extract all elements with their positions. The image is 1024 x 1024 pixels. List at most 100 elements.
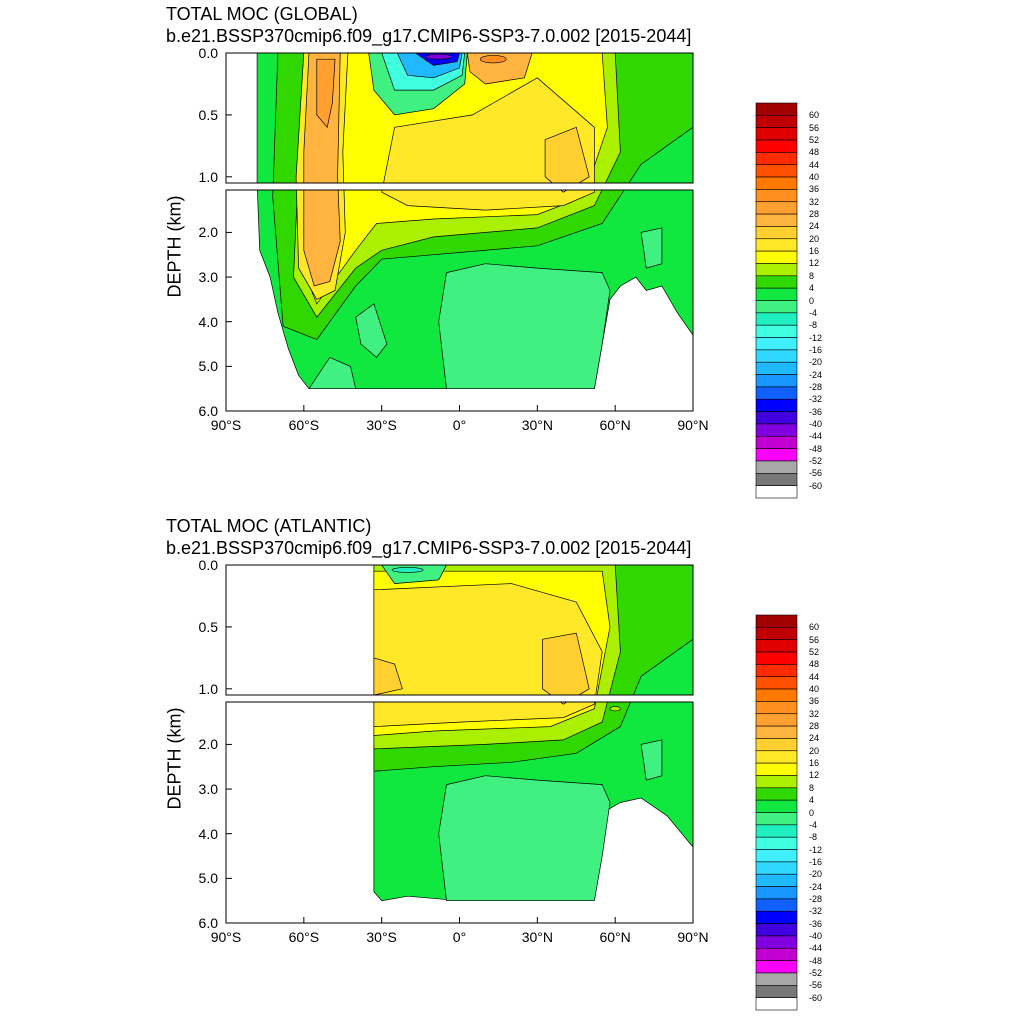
colorbar-label: 20 bbox=[809, 233, 820, 244]
colorbar-swatch bbox=[755, 448, 798, 462]
y-tick-label: 1.0 bbox=[198, 168, 218, 185]
colorbar-swatch bbox=[755, 164, 798, 178]
y-tick-label: 6.0 bbox=[198, 403, 218, 419]
colorbar-label: -44 bbox=[809, 431, 823, 442]
colorbar-label: 60 bbox=[809, 110, 820, 121]
global-moc-panel: TOTAL MOC (GLOBAL) b.e21.BSSP370cmip6.f0… bbox=[166, 4, 691, 46]
colorbar-label: 48 bbox=[809, 659, 820, 670]
colorbar-label: 16 bbox=[809, 246, 820, 257]
colorbar-swatch bbox=[755, 423, 798, 437]
colorbar-swatch bbox=[755, 972, 798, 986]
colorbar-label: -56 bbox=[809, 980, 823, 991]
surface-negative-core bbox=[391, 567, 424, 573]
colorbar-swatch bbox=[755, 713, 798, 727]
colorbar-label: 16 bbox=[809, 758, 820, 769]
colorbar-label: -32 bbox=[809, 394, 823, 405]
colorbar-label: 56 bbox=[809, 634, 820, 645]
colorbar-label: 4 bbox=[809, 283, 815, 294]
x-tick-label: 30°N bbox=[521, 929, 553, 945]
colorbar-swatch bbox=[755, 473, 798, 486]
colorbar-swatch bbox=[755, 300, 798, 314]
y-tick-label: 6.0 bbox=[198, 915, 218, 931]
colorbar-label: -12 bbox=[809, 844, 823, 855]
contour-fields bbox=[256, 53, 693, 390]
tropical-cell-core bbox=[425, 53, 453, 60]
colorbar-swatch bbox=[755, 337, 798, 351]
colorbar-swatch bbox=[755, 213, 798, 227]
colorbar-swatch bbox=[755, 651, 798, 665]
x-tick-label: 90°S bbox=[210, 929, 242, 945]
x-tick-label: 90°N bbox=[677, 929, 709, 945]
colorbar-swatch bbox=[755, 361, 798, 375]
colorbar-swatch bbox=[755, 701, 798, 715]
chart-title: TOTAL MOC (GLOBAL) bbox=[166, 4, 358, 24]
colorbar-swatch bbox=[755, 750, 798, 764]
colorbar-swatch bbox=[755, 201, 798, 215]
colorbar-label: 4 bbox=[809, 795, 815, 806]
colorbar-swatch bbox=[755, 664, 798, 678]
colorbar-swatch bbox=[755, 886, 798, 900]
colorbar-swatch bbox=[755, 398, 798, 412]
y-tick-label: 4.0 bbox=[198, 825, 218, 842]
colorbar-swatch bbox=[755, 873, 798, 887]
x-tick-label: 30°S bbox=[366, 929, 397, 945]
colorbar-swatch bbox=[755, 849, 798, 863]
y-tick-label: 3.0 bbox=[198, 269, 218, 286]
colorbar-swatch bbox=[755, 947, 798, 961]
colorbar-label: -12 bbox=[809, 332, 823, 343]
colorbar-swatch bbox=[755, 275, 798, 289]
colorbar-swatch bbox=[755, 799, 798, 813]
colorbar-label: -24 bbox=[809, 369, 823, 380]
colorbar-label: -48 bbox=[809, 443, 823, 454]
colorbar-label: -32 bbox=[809, 906, 823, 917]
colorbar-label: 0 bbox=[809, 807, 815, 818]
colorbar-label: 12 bbox=[809, 770, 820, 781]
colorbar-label: 36 bbox=[809, 696, 820, 707]
colorbar-swatch bbox=[755, 287, 798, 301]
nadw-cell-16 bbox=[381, 77, 595, 211]
x-tick-label: 30°S bbox=[366, 417, 397, 433]
colorbar-swatch bbox=[755, 762, 798, 776]
colorbar-swatch bbox=[755, 639, 798, 653]
x-tick-label: 90°S bbox=[210, 417, 242, 433]
colorbar-label: 36 bbox=[809, 184, 820, 195]
colorbar-label: -24 bbox=[809, 881, 823, 892]
colorbar-swatch bbox=[755, 312, 798, 326]
x-tick-label: 60°N bbox=[599, 929, 631, 945]
high-lat-patch bbox=[609, 706, 621, 712]
colorbar-label: -52 bbox=[809, 967, 823, 978]
colorbar-swatch bbox=[755, 676, 798, 690]
y-axis-label: DEPTH (km) bbox=[164, 707, 185, 810]
deep-negative-patch bbox=[308, 356, 357, 390]
y-tick-label: 0.0 bbox=[198, 557, 218, 573]
colorbar-label: 48 bbox=[809, 147, 820, 158]
colorbar-label: -20 bbox=[809, 357, 823, 368]
colorbar-swatch bbox=[755, 787, 798, 801]
arctic-negative-patch bbox=[640, 739, 663, 781]
colorbar-label: -16 bbox=[809, 344, 823, 355]
colorbar-swatch bbox=[755, 189, 798, 203]
colorbar-label: -4 bbox=[809, 819, 818, 830]
colorbar-label: -40 bbox=[809, 930, 823, 941]
colorbar-swatch bbox=[755, 910, 798, 924]
y-axis-label: DEPTH (km) bbox=[164, 195, 185, 298]
colorbar-swatch bbox=[755, 250, 798, 264]
colorbar-swatch bbox=[755, 411, 798, 425]
chart-title: TOTAL MOC (ATLANTIC) bbox=[166, 516, 372, 536]
colorbar-label: 52 bbox=[809, 135, 820, 146]
colorbar-swatch bbox=[755, 614, 798, 628]
north-tropical-core bbox=[479, 55, 507, 64]
colorbar-swatch bbox=[755, 997, 798, 1011]
colorbar-swatch bbox=[755, 349, 798, 363]
colorbar-swatch bbox=[755, 102, 798, 116]
y-tick-label: 5.0 bbox=[198, 870, 218, 887]
colorbar-swatch bbox=[755, 812, 798, 826]
colorbar-swatch bbox=[755, 374, 798, 388]
colorbar-label: -56 bbox=[809, 468, 823, 479]
x-tick-label: 0° bbox=[452, 929, 467, 945]
colorbar-label: -4 bbox=[809, 307, 818, 318]
colorbar-label: 8 bbox=[809, 782, 815, 793]
colorbar-label: 52 bbox=[809, 647, 820, 658]
colorbar-swatch bbox=[755, 139, 798, 153]
colorbar-swatch bbox=[755, 898, 798, 912]
